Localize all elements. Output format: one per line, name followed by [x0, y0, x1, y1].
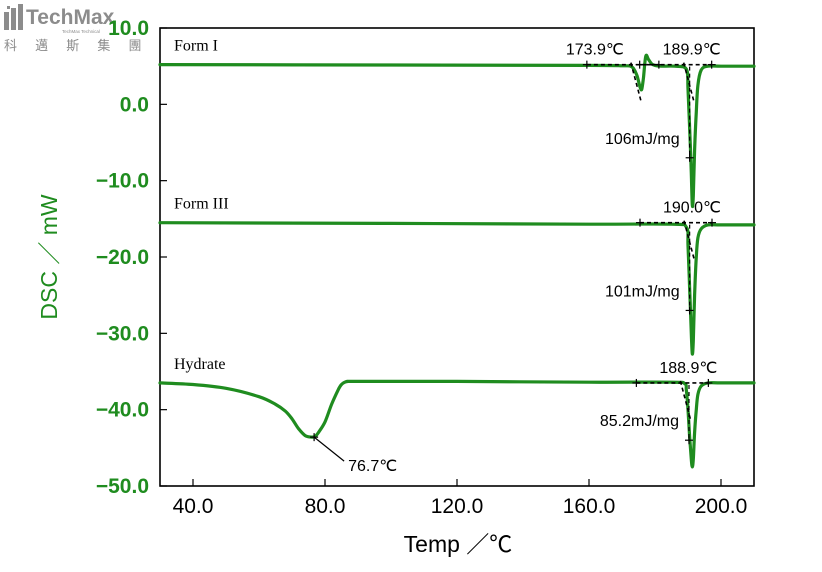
- onset-label: 173.9℃: [566, 42, 624, 59]
- x-tick-label: 200.0: [695, 495, 748, 518]
- onset-label: 190.0℃: [663, 200, 721, 217]
- logo-brand: TechMax: [26, 6, 115, 29]
- series-label-form-i: Form I: [174, 38, 218, 55]
- y-tick-label: −30.0: [96, 322, 149, 345]
- x-tick-label: 160.0: [563, 495, 616, 518]
- x-tick-label: 40.0: [173, 495, 214, 518]
- curve-hydrate: [158, 379, 756, 469]
- logo-mark-icon: [4, 4, 23, 30]
- curve-form-iii: [158, 221, 756, 356]
- curve-form-i: [158, 53, 756, 209]
- peak-leader-line: [313, 436, 345, 462]
- series-label-hydrate: Hydrate: [174, 356, 226, 373]
- y-tick-label: −20.0: [96, 246, 149, 269]
- y-tick-label: 10.0: [108, 17, 149, 40]
- y-tick-label: −10.0: [96, 170, 149, 193]
- y-tick-label: −50.0: [96, 475, 149, 498]
- enthalpy-label: 85.2mJ/mg: [600, 413, 679, 430]
- techmax-logo: TechMax TechMax Technical 科 邁 斯 集 團: [4, 4, 149, 54]
- y-axis: 10.0 0.0 −10.0 −20.0 −30.0 −40.0 −50.0: [96, 17, 167, 498]
- peak-label: 76.7℃: [348, 458, 397, 475]
- label-layer: Form I Form III Hydrate 173.9℃ 189.9℃ 106mJ/m…: [174, 38, 721, 476]
- x-axis: 40.0 80.0 120.0 160.0 200.0: [173, 479, 748, 518]
- x-tick-label: 80.0: [305, 495, 346, 518]
- enthalpy-label: 101mJ/mg: [605, 283, 680, 300]
- onset-label: 189.9℃: [663, 42, 721, 59]
- x-tick-label: 120.0: [431, 495, 484, 518]
- logo-cjk-text: 科 邁 斯 集 團: [4, 38, 149, 54]
- onset-label: 188.9℃: [659, 360, 717, 377]
- y-tick-label: −40.0: [96, 399, 149, 422]
- enthalpy-label: 106mJ/mg: [605, 131, 680, 148]
- series-label-form-iii: Form III: [174, 196, 229, 213]
- logo-subtitle: TechMax Technical: [62, 29, 100, 34]
- series-layer: [158, 53, 756, 469]
- tangent-layer: [310, 60, 716, 462]
- y-tick-label: 0.0: [120, 93, 149, 116]
- y-axis-label: DSC ／ mW: [36, 194, 62, 320]
- x-axis-label: Temp ／℃: [404, 531, 513, 557]
